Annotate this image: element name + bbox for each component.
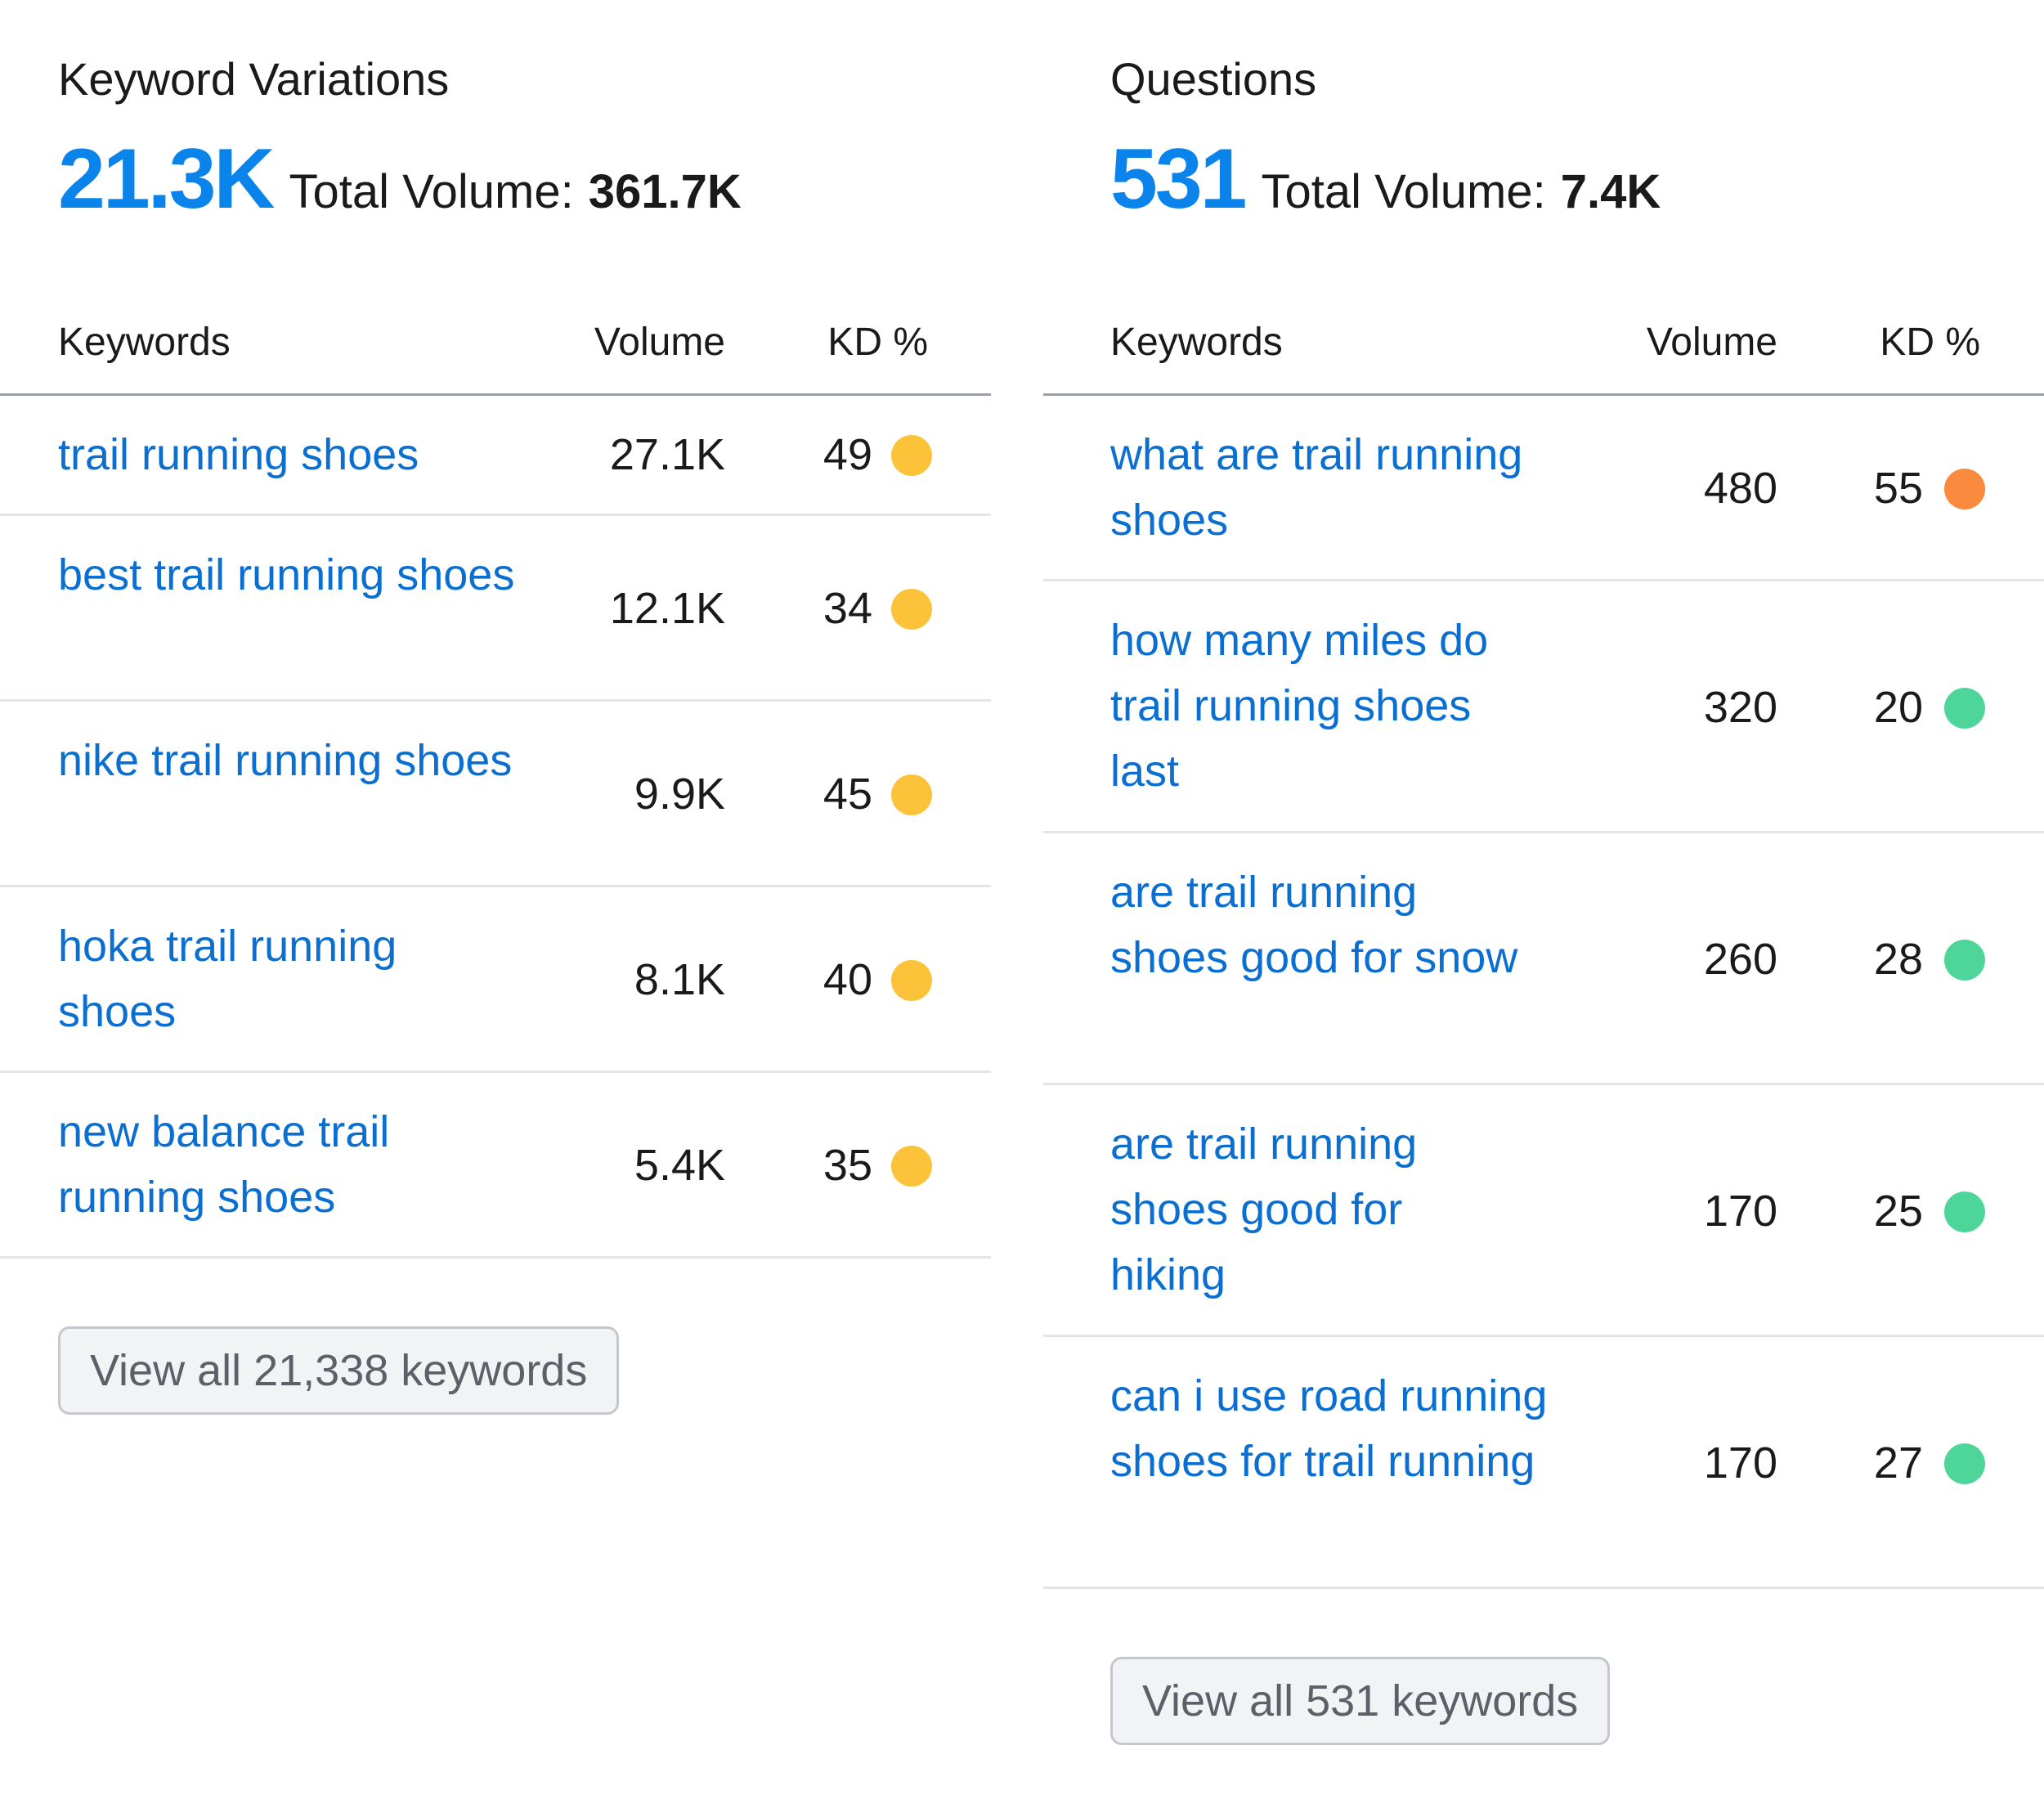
keyword-link[interactable]: are trail running shoes good for snow bbox=[1110, 868, 1518, 982]
keyword-link[interactable]: new balance trail running shoes bbox=[58, 1107, 390, 1222]
kd-value: 20 bbox=[1873, 683, 1923, 732]
table-row: what are trail running shoes 480 55 bbox=[1043, 396, 2044, 581]
header-keywords: Keywords bbox=[58, 321, 231, 364]
summary: 531 Total Volume: 7.4K bbox=[1110, 131, 1661, 227]
summary: 21.3K Total Volume: 361.7K bbox=[58, 131, 742, 227]
kd-indicator-dot bbox=[891, 435, 932, 476]
kd-indicator-dot bbox=[1944, 1443, 1985, 1484]
keyword-link[interactable]: can i use road running shoes for trail r… bbox=[1110, 1371, 1548, 1486]
table-row: trail running shoes 27.1K 49 bbox=[0, 396, 991, 516]
volume-value: 480 bbox=[1703, 464, 1777, 513]
kd-value: 45 bbox=[823, 770, 872, 819]
header-kd: KD % bbox=[1880, 321, 1980, 364]
kd-indicator-dot bbox=[1944, 940, 1985, 981]
header-volume: Volume bbox=[1646, 321, 1777, 364]
volume-value: 9.9K bbox=[634, 770, 725, 819]
table-row: are trail running shoes good for snow 26… bbox=[1043, 833, 2044, 1085]
kd-indicator-dot bbox=[891, 774, 932, 815]
table-row: hoka trail running shoes 8.1K 40 bbox=[0, 887, 991, 1073]
table-row: can i use road running shoes for trail r… bbox=[1043, 1337, 2044, 1589]
view-all-keywords-button[interactable]: View all 21,338 keywords bbox=[58, 1326, 620, 1415]
keyword-table: Keywords Volume KD % trail running shoes… bbox=[0, 298, 991, 1259]
volume-value: 260 bbox=[1703, 935, 1777, 984]
kd-indicator-dot bbox=[1944, 469, 1985, 509]
kd-value: 40 bbox=[823, 955, 872, 1004]
volume-value: 27.1K bbox=[609, 430, 725, 479]
kd-indicator-dot bbox=[1944, 688, 1985, 729]
volume-value: 170 bbox=[1703, 1438, 1777, 1488]
kd-indicator-dot bbox=[1944, 1191, 1985, 1232]
keyword-count: 21.3K bbox=[58, 132, 276, 227]
header-kd: KD % bbox=[827, 321, 928, 364]
questions-table: Keywords Volume KD % what are trail runn… bbox=[1043, 298, 2044, 1589]
table-row: nike trail running shoes 9.9K 45 bbox=[0, 702, 991, 887]
header-volume: Volume bbox=[594, 321, 725, 364]
keyword-link[interactable]: hoka trail running shoes bbox=[58, 922, 397, 1036]
kd-value: 25 bbox=[1873, 1187, 1923, 1236]
panel-title: Keyword Variations bbox=[58, 53, 450, 105]
keyword-link[interactable]: best trail running shoes bbox=[58, 550, 515, 599]
question-count: 531 bbox=[1110, 132, 1248, 227]
keyword-link[interactable]: trail running shoes bbox=[58, 430, 419, 479]
kd-value: 35 bbox=[823, 1141, 872, 1190]
volume-value: 170 bbox=[1703, 1187, 1777, 1236]
keyword-variations-panel: Keyword Variations 21.3K Total Volume: 3… bbox=[0, 0, 991, 1804]
total-volume-label: Total Volume: bbox=[289, 165, 574, 218]
kd-value: 55 bbox=[1873, 464, 1923, 513]
table-row: how many miles do trail running shoes la… bbox=[1043, 581, 2044, 833]
kd-indicator-dot bbox=[891, 960, 932, 1001]
volume-value: 12.1K bbox=[609, 584, 725, 633]
volume-value: 5.4K bbox=[634, 1141, 725, 1190]
keyword-link[interactable]: nike trail running shoes bbox=[58, 736, 513, 785]
view-all-questions-button[interactable]: View all 531 keywords bbox=[1110, 1657, 1611, 1745]
table-header: Keywords Volume KD % bbox=[1043, 298, 2044, 396]
questions-panel: Questions 531 Total Volume: 7.4K Keyword… bbox=[1043, 0, 2044, 1804]
table-row: best trail running shoes 12.1K 34 bbox=[0, 516, 991, 702]
kd-value: 34 bbox=[823, 584, 872, 633]
panel-title: Questions bbox=[1110, 53, 1317, 105]
total-volume-label: Total Volume: bbox=[1261, 165, 1546, 218]
kd-indicator-dot bbox=[891, 589, 932, 630]
total-volume-value: 361.7K bbox=[588, 165, 742, 218]
table-row: are trail running shoes good for hiking … bbox=[1043, 1085, 2044, 1337]
volume-value: 8.1K bbox=[634, 955, 725, 1004]
kd-value: 27 bbox=[1873, 1438, 1923, 1488]
keyword-link[interactable]: are trail running shoes good for hiking bbox=[1110, 1120, 1418, 1299]
kd-value: 49 bbox=[823, 430, 872, 479]
keyword-link[interactable]: how many miles do trail running shoes la… bbox=[1110, 616, 1489, 796]
header-keywords: Keywords bbox=[1110, 321, 1283, 364]
kd-indicator-dot bbox=[891, 1146, 932, 1187]
kd-value: 28 bbox=[1873, 935, 1923, 984]
table-header: Keywords Volume KD % bbox=[0, 298, 991, 396]
volume-value: 320 bbox=[1703, 683, 1777, 732]
total-volume-value: 7.4K bbox=[1560, 165, 1661, 218]
keyword-link[interactable]: what are trail running shoes bbox=[1110, 430, 1523, 545]
table-row: new balance trail running shoes 5.4K 35 bbox=[0, 1073, 991, 1259]
